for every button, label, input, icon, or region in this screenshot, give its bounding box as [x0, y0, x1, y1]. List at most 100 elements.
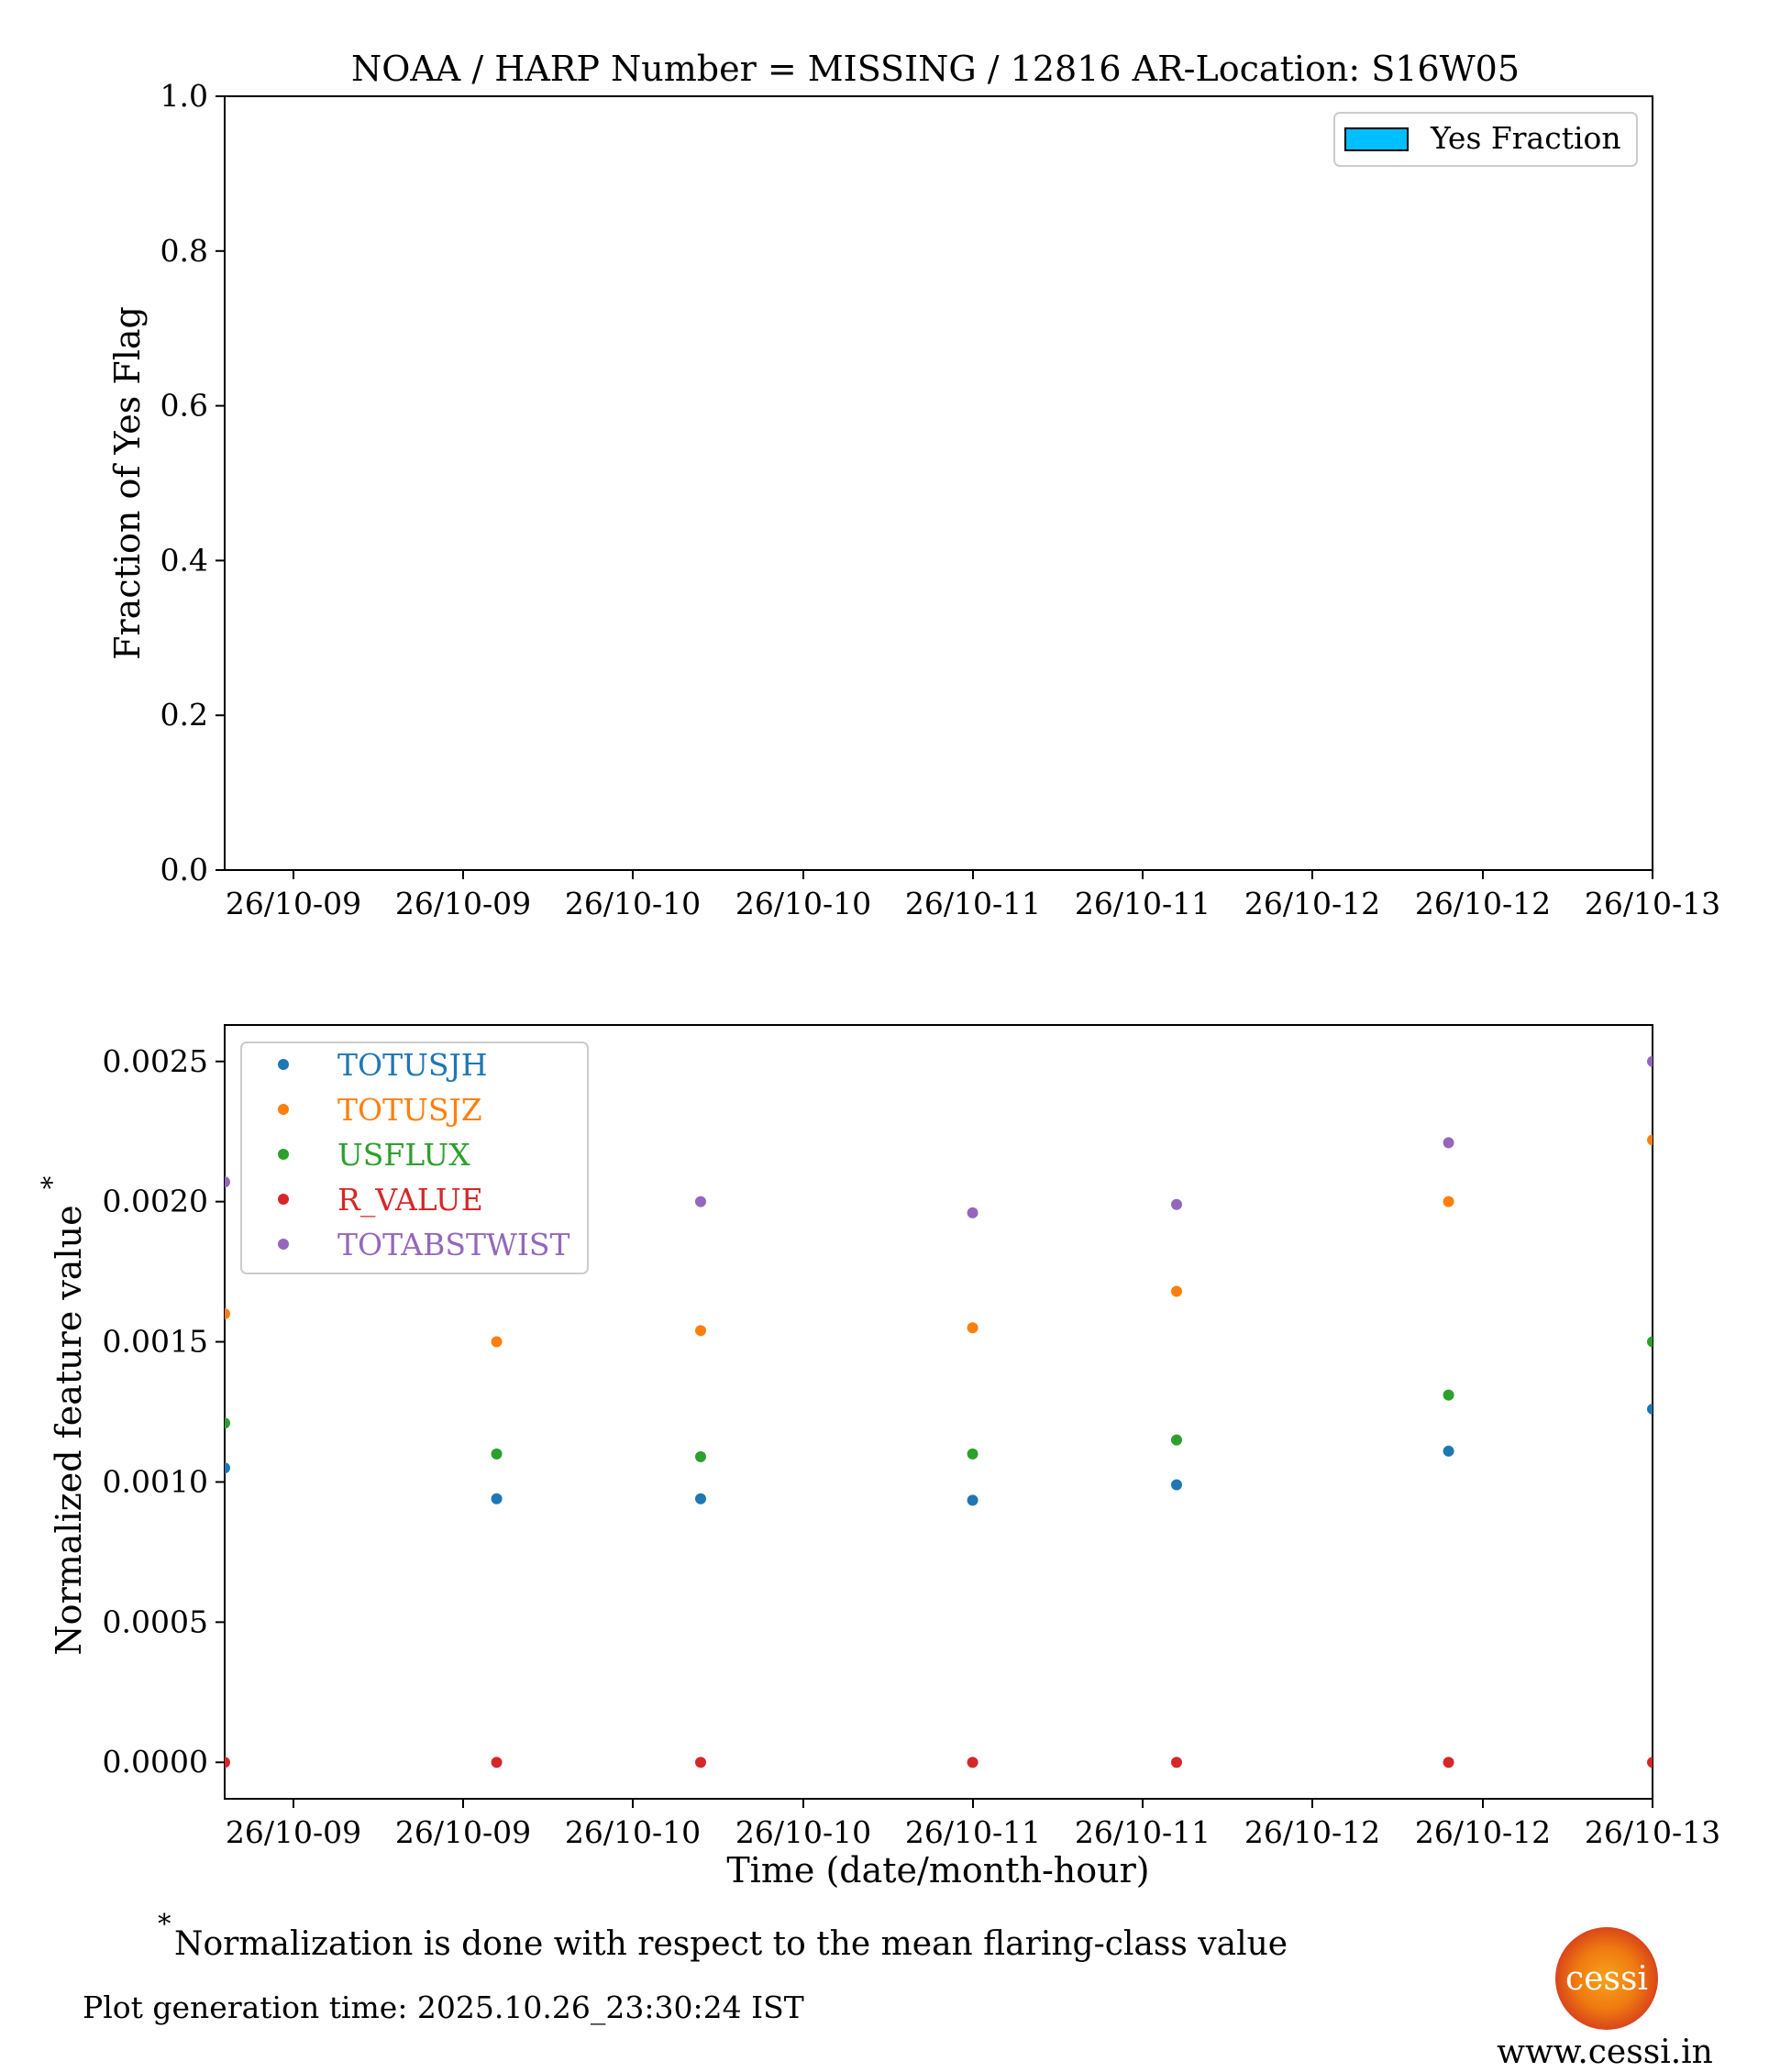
- totabstwist-point: [1443, 1137, 1454, 1149]
- totusjh-point: [695, 1493, 706, 1504]
- bottom-y-tick-label: 0.0005: [103, 1604, 208, 1639]
- legend-marker-totusjz: [278, 1104, 289, 1115]
- usflux-point: [695, 1450, 706, 1462]
- bottom-x-axis-label: Time (date/month-hour): [726, 1850, 1149, 1890]
- top-y-axis-label: Fraction of Yes Flag: [107, 306, 148, 660]
- top-y-tick-label: 0.2: [160, 697, 208, 733]
- bottom-y-tick-label: 0.0000: [103, 1744, 208, 1780]
- legend-label-totusjh: TOTUSJH: [337, 1047, 488, 1083]
- totabstwist-point: [225, 1176, 230, 1188]
- top-x-tick-label: 26/10-10: [735, 886, 871, 921]
- bottom-x-tick-label: 26/10-10: [565, 1814, 701, 1850]
- r-value-point: [1443, 1757, 1454, 1769]
- website: www.cessi.in: [1497, 2033, 1713, 2071]
- usflux-point: [225, 1417, 230, 1429]
- r-value-point: [1647, 1757, 1653, 1769]
- top-x-tick-label: 26/10-09: [395, 886, 531, 921]
- top-x-tick-label: 26/10-10: [565, 886, 701, 921]
- totabstwist-point: [1171, 1198, 1182, 1210]
- top-x-tick-label: 26/10-09: [226, 886, 361, 921]
- bottom-y-tick-label: 0.0025: [103, 1043, 208, 1079]
- logo-text: cessi: [1565, 1960, 1648, 1998]
- totabstwist-point: [695, 1196, 706, 1207]
- r-value-point: [491, 1757, 503, 1769]
- totusjh-point: [225, 1462, 230, 1474]
- top-plot-frame: [224, 95, 1653, 871]
- r-value-point: [1171, 1757, 1182, 1769]
- top-legend-box: [1333, 112, 1638, 167]
- bottom-chart: 0.0000 0.0005 0.0010 0.0015 0.0020 0.0025 26/…: [36, 1024, 1720, 1890]
- bottom-x-tick-label: 26/10-10: [735, 1814, 871, 1850]
- totusjz-point: [491, 1336, 503, 1348]
- top-x-tick-label: 26/10-12: [1415, 886, 1551, 921]
- top-chart: 0.00.20.40.60.81.0 26/10-09 26/10-09 26/10…: [107, 78, 1720, 921]
- bottom-y-axis-label-superscript: *: [36, 1175, 67, 1189]
- totusjz-point: [1647, 1134, 1653, 1146]
- bottom-legend-box: [240, 1042, 589, 1274]
- usflux-point: [1647, 1336, 1653, 1348]
- top-y-tick-label: 0.4: [160, 542, 208, 578]
- bottom-x-tick-label: 26/10-13: [1585, 1814, 1720, 1850]
- footnote: Normalization is done with respect to th…: [174, 1925, 1288, 1963]
- r-value-point: [225, 1757, 230, 1769]
- totusjh-point: [967, 1494, 978, 1506]
- bottom-x-tick-label: 26/10-11: [1075, 1814, 1211, 1850]
- legend-marker-totabstwist: [278, 1239, 289, 1250]
- generation-time: Plot generation time: 2025.10.26_23:30:2…: [83, 1989, 804, 2026]
- top-legend: Yes Fraction: [1333, 112, 1638, 167]
- usflux-point: [1171, 1434, 1182, 1446]
- bottom-y-tick-label: 0.0015: [103, 1324, 208, 1360]
- bottom-y-axis: 0.0000 0.0005 0.0010 0.0015 0.0020 0.0025: [103, 1043, 225, 1780]
- top-x-tick-label: 26/10-12: [1244, 886, 1380, 921]
- bottom-legend: TOTUSJH TOTUSJZ USFLUX R_VALUE TOTABSTWIST: [240, 1042, 589, 1274]
- r-value-point: [695, 1757, 706, 1769]
- legend-label-totusjz: TOTUSJZ: [337, 1092, 482, 1128]
- totusjh-point: [491, 1493, 503, 1504]
- usflux-point: [967, 1448, 978, 1460]
- cessi-logo: cessi: [1555, 1927, 1658, 2030]
- yes-fraction-swatch: [1344, 127, 1409, 151]
- bottom-y-tick-label: 0.0010: [103, 1463, 208, 1499]
- top-y-tick-label: 0.6: [160, 388, 208, 424]
- totusjh-point: [1443, 1445, 1454, 1457]
- bottom-x-tick-label: 26/10-09: [226, 1814, 361, 1850]
- totusjz-point: [1171, 1285, 1182, 1297]
- totabstwist-point: [967, 1207, 978, 1218]
- top-y-tick-label: 0.0: [160, 852, 208, 887]
- usflux-point: [491, 1448, 503, 1460]
- legend-marker-usflux: [278, 1149, 289, 1160]
- yes-fraction-legend-label: Yes Fraction: [1430, 120, 1621, 156]
- legend-label-totabstwist: TOTABSTWIST: [337, 1227, 570, 1262]
- bottom-x-tick-label: 26/10-12: [1415, 1814, 1551, 1850]
- bottom-x-tick-label: 26/10-09: [395, 1814, 531, 1850]
- top-x-axis: 26/10-09 26/10-09 26/10-10 26/10-10 26/10-11…: [226, 870, 1720, 921]
- totusjh-point: [1647, 1403, 1653, 1415]
- legend-marker-totusjh: [278, 1059, 289, 1070]
- top-x-tick-label: 26/10-11: [905, 886, 1041, 921]
- bottom-y-tick-label: 0.0020: [103, 1184, 208, 1219]
- bottom-x-tick-label: 26/10-12: [1244, 1814, 1380, 1850]
- legend-marker-r-value: [278, 1194, 289, 1205]
- totabstwist-point: [1647, 1055, 1653, 1067]
- totusjh-point: [1171, 1479, 1182, 1491]
- usflux-point: [1443, 1389, 1454, 1401]
- top-x-tick-label: 26/10-13: [1585, 886, 1720, 921]
- bottom-x-tick-label: 26/10-11: [905, 1814, 1041, 1850]
- top-y-axis: 0.0 0.2 0.4 0.6 0.8 1.0: [160, 78, 225, 887]
- sun-icon: [1555, 1927, 1658, 2030]
- top-x-tick-label: 26/10-11: [1075, 886, 1211, 921]
- r-value-point: [967, 1757, 978, 1769]
- top-y-tick-label: 1.0: [160, 78, 208, 114]
- top-y-tick-label: 0.8: [160, 233, 208, 269]
- footnote-marker: *: [158, 1908, 171, 1939]
- legend-label-r-value: R_VALUE: [337, 1182, 483, 1218]
- totusjz-point: [225, 1307, 230, 1319]
- chart-title: NOAA / HARP Number = MISSING / 12816 AR-…: [351, 49, 1520, 89]
- totusjz-point: [695, 1325, 706, 1337]
- totusjz-point: [967, 1322, 978, 1334]
- totusjz-point: [1443, 1196, 1454, 1207]
- bottom-x-axis: 26/10-09 26/10-09 26/10-10 26/10-10 26/10-11…: [226, 1799, 1720, 1850]
- legend-label-usflux: USFLUX: [337, 1137, 470, 1173]
- bottom-y-axis-label: Normalized feature value: [49, 1205, 89, 1655]
